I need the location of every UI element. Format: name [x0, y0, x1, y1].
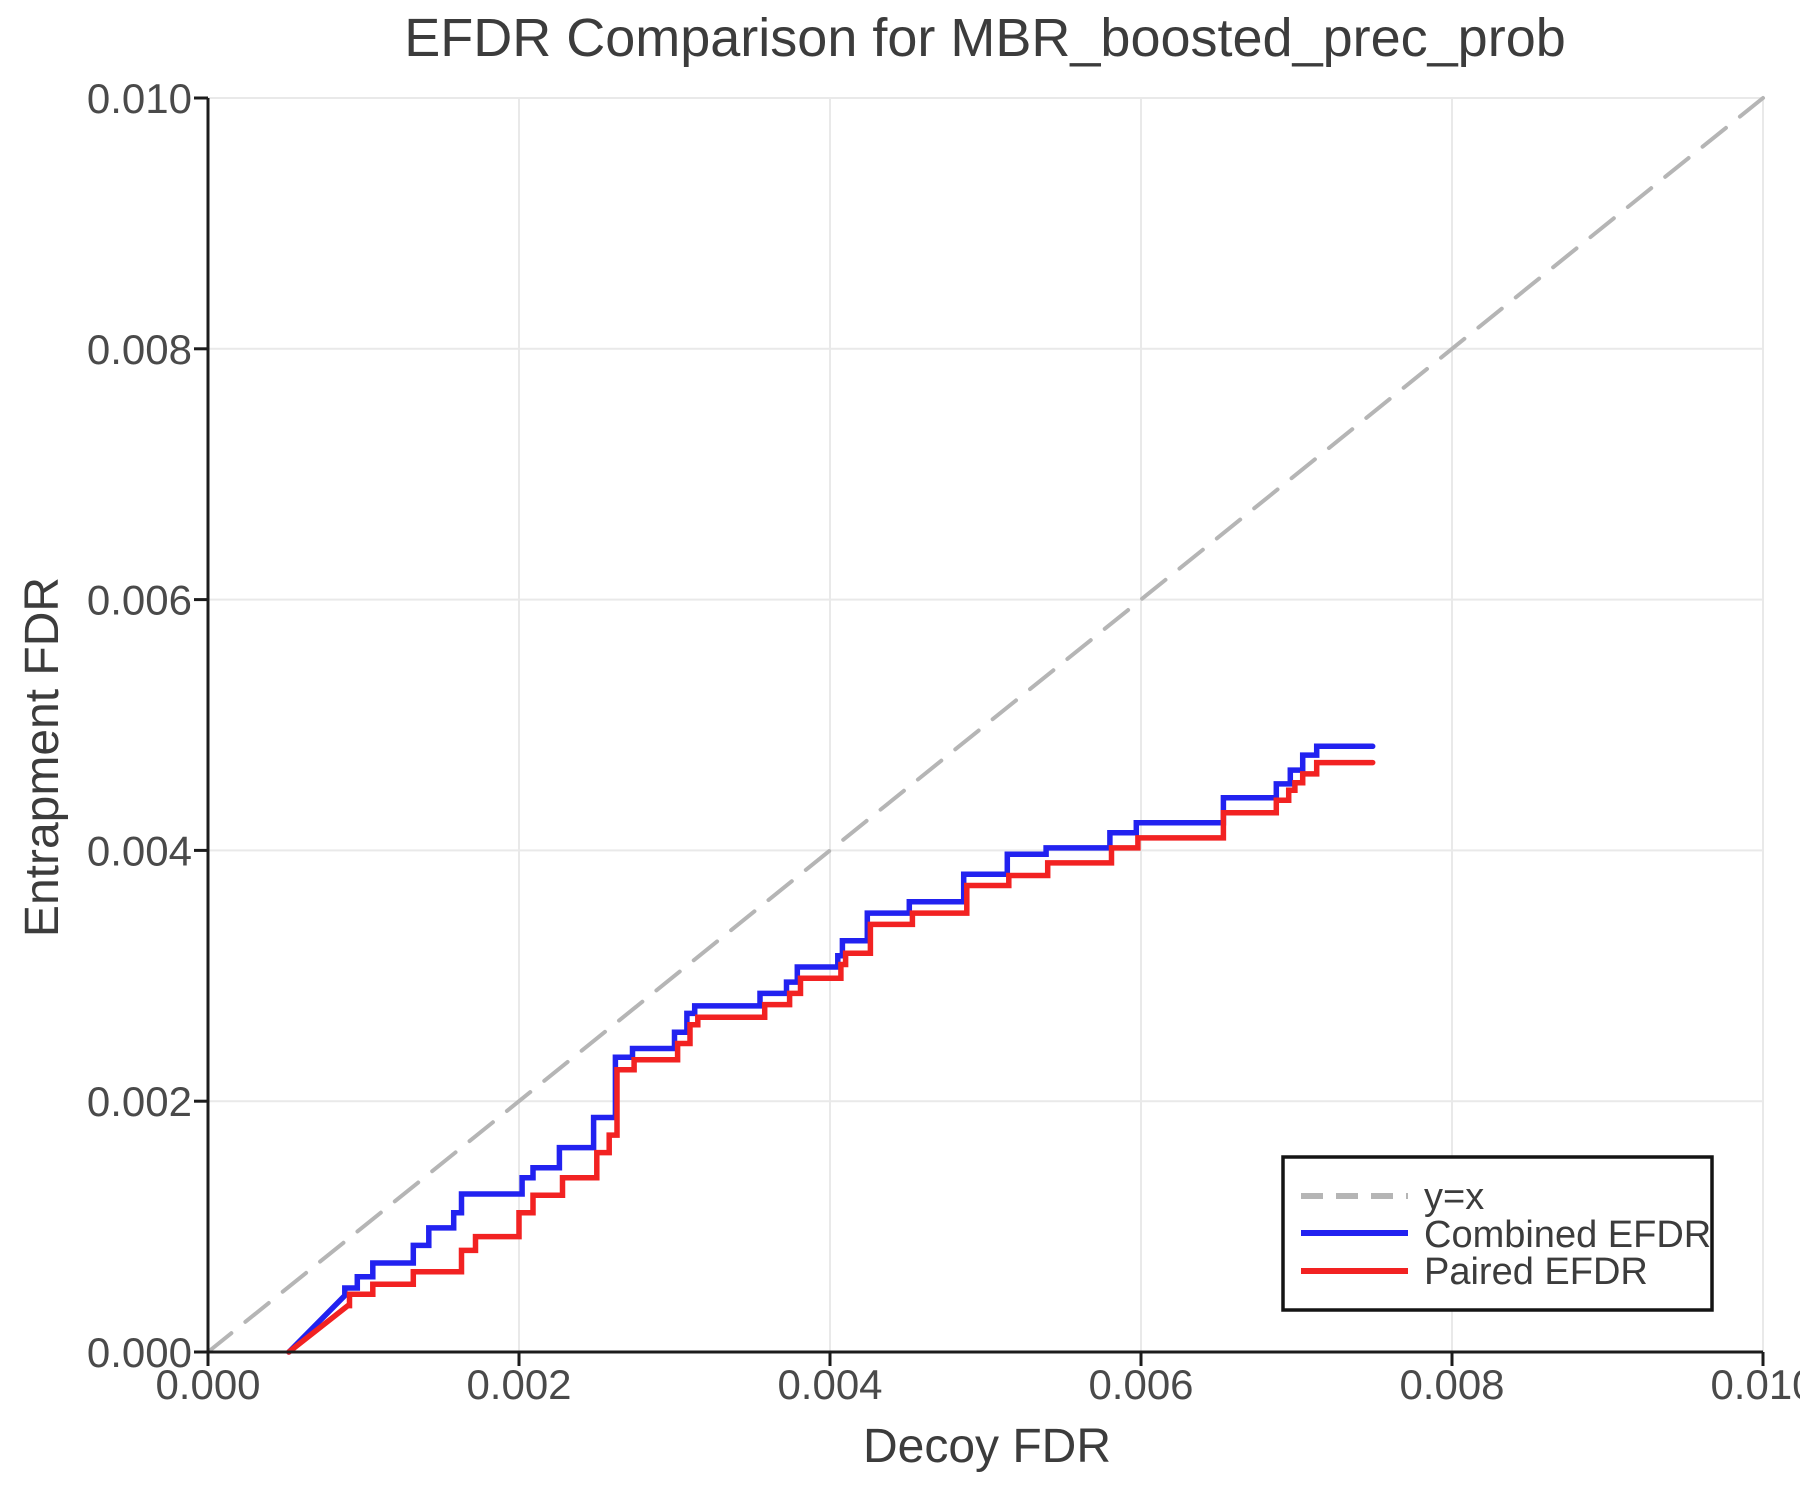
- legend-entry-identity: y=x: [1301, 1176, 1484, 1218]
- legend-entry-paired: Paired EFDR: [1301, 1251, 1648, 1293]
- x-tick-label: 0.000: [155, 1361, 260, 1408]
- axis-layer: [194, 96, 1765, 1366]
- y-tick-label: 0.000: [87, 1329, 192, 1376]
- legend-entry-combined: Combined EFDR: [1301, 1214, 1711, 1256]
- y-tick-label: 0.010: [87, 75, 192, 122]
- y-tick-label: 0.004: [87, 827, 192, 874]
- tick-label-layer: 0.000 0.002 0.004 0.006 0.008 0.010 0.000 0.002…: [87, 75, 1800, 1408]
- legend-label-paired: Paired EFDR: [1424, 1251, 1648, 1293]
- x-tick-label: 0.004: [777, 1361, 882, 1408]
- chart-title: EFDR Comparison for MBR_boosted_prec_pro…: [404, 8, 1566, 68]
- legend-label-combined: Combined EFDR: [1424, 1214, 1711, 1256]
- y-tick-label: 0.006: [87, 577, 192, 624]
- y-tick-label: 0.008: [87, 326, 192, 373]
- x-tick-label: 0.008: [1399, 1361, 1504, 1408]
- series-combined-efdr: [286, 743, 1376, 1355]
- x-axis-label: Decoy FDR: [863, 1420, 1111, 1473]
- series-paired-efdr: [286, 759, 1376, 1355]
- y-tick-label: 0.002: [87, 1078, 192, 1125]
- legend: y=x Combined EFDR Paired EFDR: [1281, 1155, 1714, 1312]
- x-tick-label: 0.010: [1710, 1361, 1800, 1408]
- x-tick-label: 0.002: [466, 1361, 571, 1408]
- legend-label-identity: y=x: [1424, 1176, 1484, 1218]
- x-tick-label: 0.006: [1088, 1361, 1193, 1408]
- y-axis-label: Entrapment FDR: [16, 577, 69, 937]
- series-layer: [206, 96, 1765, 1355]
